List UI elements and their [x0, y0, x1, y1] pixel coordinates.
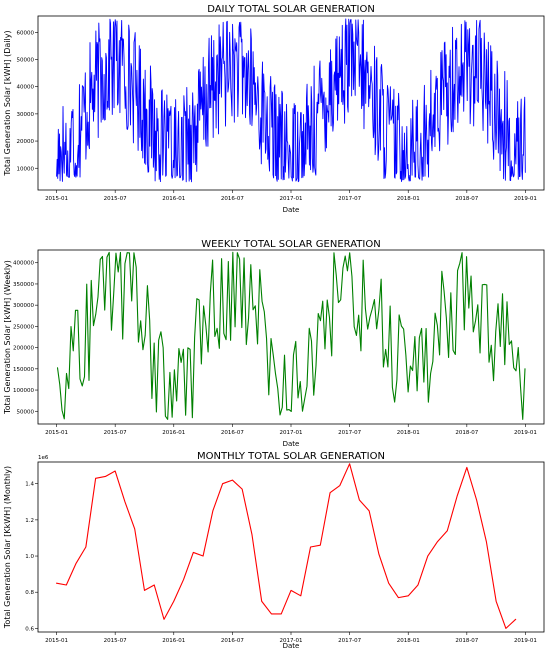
y-tick-label: 0.8: [25, 590, 34, 596]
y-axis-multiplier: 1e6: [38, 455, 49, 461]
series-line: [56, 251, 526, 420]
x-axis-label: Date: [283, 206, 300, 214]
x-tick-label: 2017-01: [280, 638, 303, 644]
y-tick-label: 250000: [13, 324, 34, 330]
x-tick-label: 2015-07: [104, 196, 127, 202]
x-tick-label: 2019-01: [514, 196, 537, 202]
y-axis-label: Total Generation Solar [kWH] (Weekly): [3, 260, 12, 415]
x-tick-label: 2019-01: [514, 430, 537, 436]
y-tick-label: 100000: [13, 388, 34, 394]
x-tick-label: 2017-07: [338, 638, 361, 644]
chart-1: DAILY TOTAL SOLAR GENERATION Total Genera…: [3, 4, 545, 214]
plot-frame: [37, 249, 545, 425]
y-tick-label: 30000: [17, 112, 35, 118]
x-tick-label: 2018-01: [397, 430, 420, 436]
y-tick-label: 1.2: [25, 518, 34, 524]
y-tick-label: 10000: [17, 166, 35, 172]
x-tick-label: 2016-01: [162, 430, 185, 436]
x-tick-label: 2016-07: [221, 196, 244, 202]
x-tick-label: 2016-07: [221, 430, 244, 436]
y-tick-label: 50000: [17, 409, 35, 415]
x-tick-label: 2017-01: [280, 430, 303, 436]
x-tick-label: 2018-07: [455, 430, 478, 436]
x-tick-label: 2015-01: [45, 430, 68, 436]
chart-3: MONTHLY TOTAL SOLAR GENERATION Total Gene…: [3, 451, 545, 650]
x-tick-label: 2017-01: [280, 196, 303, 202]
x-tick-label: 2015-07: [104, 638, 127, 644]
y-tick-label: 50000: [17, 58, 35, 64]
x-axis-label: Date: [283, 440, 300, 448]
x-tick-label: 2018-07: [455, 196, 478, 202]
y-tick-label: 350000: [13, 282, 34, 288]
chart-title: WEEKLY TOTAL SOLAR GENERATION: [201, 239, 380, 250]
y-tick-label: 0.6: [25, 626, 34, 632]
chart-title: MONTHLY TOTAL SOLAR GENERATION: [197, 451, 385, 462]
x-tick-label: 2018-01: [397, 638, 420, 644]
y-axis-label: Total Generation Solar [KkWH] (Monthly): [3, 466, 12, 629]
y-tick-label: 300000: [13, 303, 34, 309]
series-line: [56, 18, 526, 183]
series-line: [56, 463, 517, 629]
x-tick-label: 2017-07: [338, 430, 361, 436]
x-tick-label: 2017-07: [338, 196, 361, 202]
x-tick-label: 2016-01: [162, 638, 185, 644]
x-tick-label: 2019-01: [514, 638, 537, 644]
y-tick-label: 40000: [17, 85, 35, 91]
x-tick-label: 2015-07: [104, 430, 127, 436]
x-tick-label: 2015-01: [45, 638, 68, 644]
y-tick-label: 20000: [17, 139, 35, 145]
chart-2: WEEKLY TOTAL SOLAR GENERATION Total Gener…: [3, 239, 545, 448]
y-tick-label: 400000: [13, 261, 34, 267]
x-tick-label: 2018-07: [455, 638, 478, 644]
y-tick-label: 150000: [13, 367, 34, 373]
y-tick-label: 1.0: [25, 554, 34, 560]
y-axis-label: Total Generation Solar [kWH] (Daily): [3, 30, 12, 176]
plot-frame: [37, 461, 545, 633]
x-tick-label: 2018-01: [397, 196, 420, 202]
x-tick-label: 2016-01: [162, 196, 185, 202]
plot-frame: [37, 15, 545, 191]
x-axis-label: Date: [283, 642, 300, 650]
x-tick-label: 2016-07: [221, 638, 244, 644]
y-tick-label: 60000: [17, 30, 35, 36]
y-tick-label: 1.4: [25, 482, 34, 488]
x-tick-label: 2015-01: [45, 196, 68, 202]
y-tick-label: 200000: [13, 346, 34, 352]
chart-title: DAILY TOTAL SOLAR GENERATION: [207, 4, 375, 15]
